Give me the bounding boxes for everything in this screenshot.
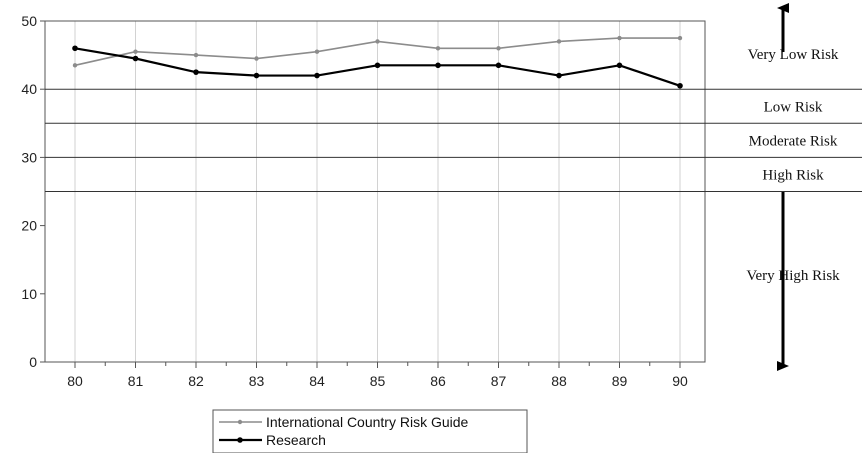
data-point <box>556 39 562 44</box>
x-tick-label: 86 <box>430 373 446 389</box>
data-point <box>374 62 381 69</box>
x-tick-label: 88 <box>551 373 567 389</box>
x-axis-ticks: 80 81 82 83 84 85 86 87 88 89 90 <box>67 362 688 389</box>
x-tick-label: 89 <box>612 373 628 389</box>
legend-label: International Country Risk Guide <box>266 414 469 430</box>
y-tick-label: 40 <box>21 81 37 97</box>
data-point <box>133 49 138 54</box>
series-lines <box>72 35 683 89</box>
x-tick-label: 82 <box>188 373 204 389</box>
data-point <box>496 46 501 51</box>
x-tick-label: 87 <box>491 373 507 389</box>
data-point <box>556 72 562 79</box>
data-point <box>72 45 78 52</box>
risk-threshold-lines <box>45 88 862 192</box>
data-point <box>72 63 78 68</box>
data-point <box>193 69 199 75</box>
data-point <box>254 56 259 61</box>
y-tick-label: 30 <box>21 149 37 165</box>
x-tick-label: 90 <box>672 373 688 389</box>
y-tick-label: 0 <box>29 354 37 370</box>
data-point <box>375 39 380 44</box>
x-tick-label: 81 <box>128 373 144 389</box>
legend-swatch-marker <box>237 419 243 425</box>
data-point <box>253 72 260 79</box>
risk-band-label: Low Risk <box>764 99 823 115</box>
data-point <box>617 35 622 41</box>
data-point <box>616 62 623 69</box>
y-tick-label: 10 <box>21 286 37 302</box>
risk-band-label: Very Low Risk <box>748 47 839 63</box>
y-tick-label: 20 <box>21 218 37 234</box>
x-tick-label: 85 <box>370 373 386 389</box>
y-tick-label: 50 <box>21 13 37 29</box>
data-point <box>435 46 441 51</box>
data-point <box>132 55 139 62</box>
data-point <box>193 52 199 58</box>
legend-box <box>212 409 528 453</box>
data-point <box>677 82 683 89</box>
x-tick-label: 80 <box>67 373 83 389</box>
risk-band-label: Very High Risk <box>746 268 840 284</box>
risk-band-labels: Very Low Risk Low Risk Moderate Risk High R… <box>746 47 840 284</box>
risk-band-label: High Risk <box>762 167 824 183</box>
legend-label: Research <box>266 432 326 448</box>
legend: International Country Risk Guide Research <box>212 409 528 453</box>
x-tick-label: 84 <box>309 373 325 389</box>
legend-swatch-marker <box>237 437 243 443</box>
data-point <box>314 49 320 54</box>
data-point <box>314 72 320 79</box>
y-axis-ticks: 0 10 20 30 40 50 <box>21 13 45 370</box>
risk-band-label: Moderate Risk <box>749 133 838 149</box>
data-point <box>677 35 683 41</box>
data-point <box>435 62 441 69</box>
data-point <box>495 62 502 69</box>
x-tick-label: 83 <box>249 373 265 389</box>
